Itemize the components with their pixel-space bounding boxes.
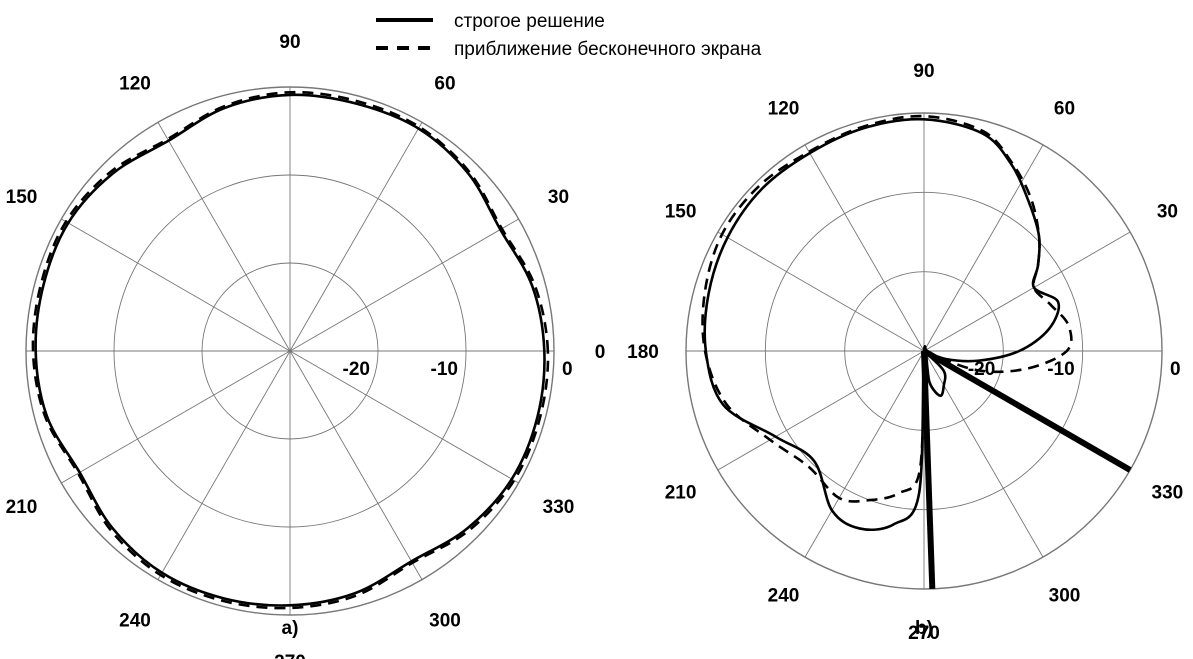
angle-tick-label: 210 [665,483,697,504]
angle-tick-label: 120 [768,99,800,120]
angle-tick-label: 300 [429,611,461,632]
grid-spoke [157,122,291,352]
angle-tick-label: 240 [119,611,151,632]
radial-tick-label: 0 [1170,359,1181,380]
grid-spoke [804,144,925,352]
grid-spoke [157,350,291,580]
panel-label: b) [915,618,933,639]
grid-spoke [717,350,925,471]
grid-spoke [289,122,423,352]
angle-tick-label: 210 [6,497,38,518]
angle-tick-label: 330 [1152,483,1184,504]
legend-label-dashed: приближение бесконечного экрана [454,39,762,60]
panel-label: a) [282,618,299,639]
radial-tick-label: -10 [1047,359,1074,380]
screen-edge-line [922,348,1132,473]
radial-tick-label: 0 [562,359,573,380]
angle-tick-label: 270 [908,623,940,644]
angle-tick-label: 90 [279,32,300,53]
screen-edge-line [921,350,936,589]
grid-spoke [61,218,291,352]
grid-spoke [289,350,423,580]
angle-tick-label: 0 [595,342,606,363]
angle-tick-label: 150 [665,202,697,223]
series-dashed-curve [701,114,1073,503]
legend-item-dashed: приближение бесконечного экрана [376,39,762,60]
radial-tick-label: -20 [343,359,370,380]
grid-spoke [289,218,519,352]
grid-spoke [289,350,519,484]
angle-tick-label: 30 [1157,202,1178,223]
angle-tick-label: 330 [543,497,575,518]
grid-spoke [804,350,925,558]
angle-tick-label: 240 [768,585,800,606]
angle-tick-label: 60 [434,74,455,95]
angle-tick-label: 30 [548,187,569,208]
angle-tick-label: 90 [913,61,934,82]
legend-label-solid: строгое решение [454,11,605,32]
angle-tick-label: 180 [627,342,659,363]
angle-tick-label: 270 [274,652,306,659]
angle-tick-label: 150 [6,187,38,208]
grid-spoke [61,350,291,484]
angle-tick-label: 120 [119,74,151,95]
angle-tick-label: 300 [1049,585,1081,606]
angle-tick-label: 60 [1054,99,1075,120]
series-dashed-curve [31,90,550,610]
series-solid-curve [34,93,546,607]
grid-spoke [923,144,1044,352]
legend-item-solid: строгое решение [376,11,605,32]
grid-spoke [923,231,1131,352]
grid-spoke [717,231,925,352]
legend: строгое решение приближение бесконечного… [376,11,762,60]
radial-tick-label: -10 [431,359,458,380]
